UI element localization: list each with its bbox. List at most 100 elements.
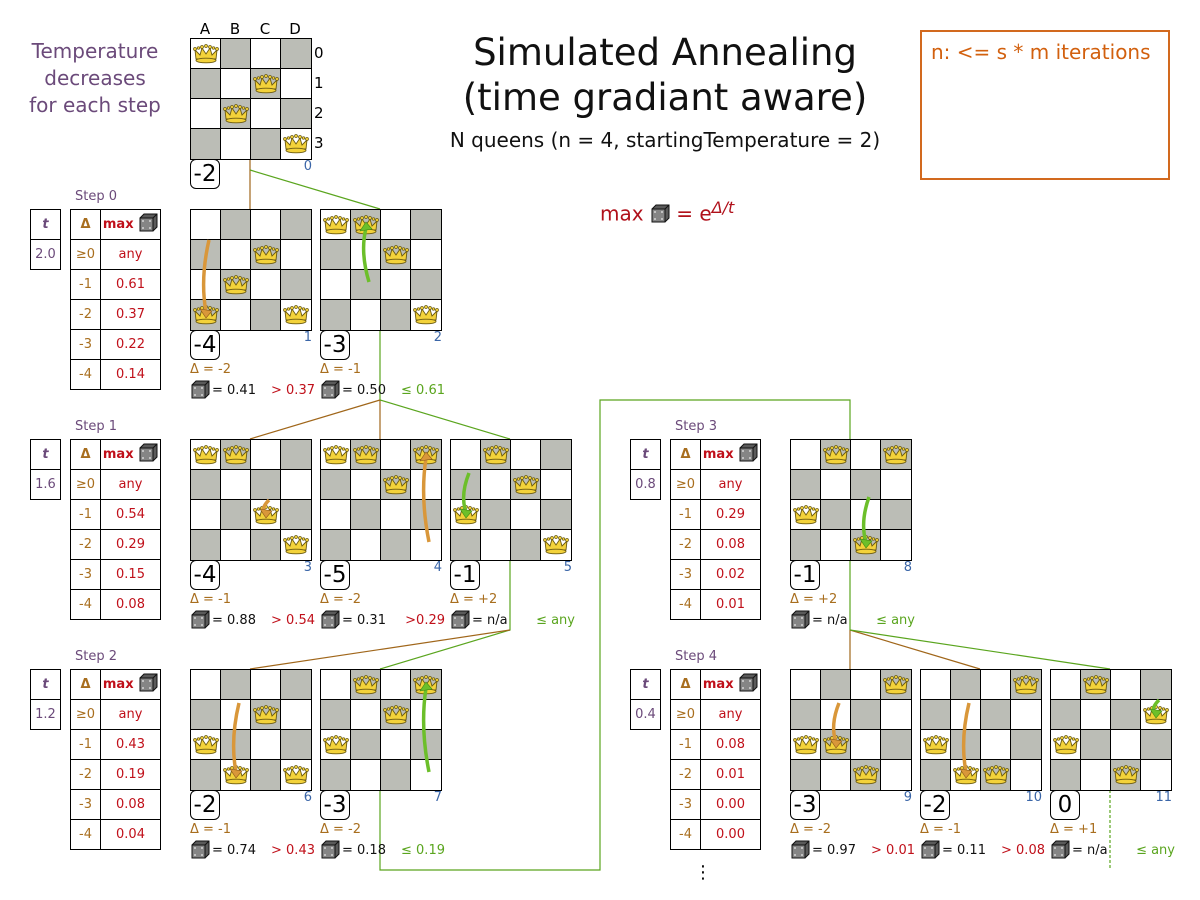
- delta-label: Δ = +1: [1050, 822, 1098, 837]
- board-square: [281, 530, 311, 560]
- chessboard: [190, 209, 312, 331]
- delta-value: -2: [70, 759, 101, 790]
- max-header: max: [702, 446, 734, 462]
- score-box: 0: [1050, 790, 1080, 820]
- delta-label: Δ = -2: [190, 362, 232, 377]
- board-square: [921, 670, 951, 700]
- dice-icon: [138, 213, 158, 237]
- queen-icon: [193, 44, 219, 68]
- temperature-table: t 1.2: [30, 669, 61, 730]
- board-square: [381, 670, 411, 700]
- delta-value: ≥0: [670, 469, 701, 500]
- dice-roll: = 0.11 > 0.08: [920, 839, 1045, 861]
- delta-value: ≥0: [670, 699, 701, 730]
- queen-icon: [413, 305, 439, 329]
- t-header: t: [30, 669, 61, 700]
- dice-icon: [650, 204, 670, 229]
- dice-value: = n/a: [1072, 843, 1108, 858]
- delta-label: Δ = -1: [320, 362, 362, 377]
- delta-value: -3: [70, 789, 101, 820]
- delta-value: -1: [70, 499, 101, 530]
- dice-icon: [738, 673, 758, 697]
- dice-roll: = 0.97 > 0.01: [790, 839, 915, 861]
- side-note-line: decreases: [44, 66, 146, 90]
- queen-icon: [853, 765, 879, 789]
- board-square: [1111, 760, 1141, 790]
- delta-value: ≥0: [70, 699, 101, 730]
- max-probability: any: [700, 699, 761, 730]
- comparison: ≤ 0.19: [401, 843, 445, 858]
- subtitle: N queens (n = 4, startingTemperature = 2…: [449, 128, 881, 152]
- max-probability: 0.02: [700, 559, 761, 590]
- delta-value: -3: [670, 789, 701, 820]
- side-note-line: for each step: [29, 93, 161, 117]
- continuation-dots: ⋮: [694, 862, 712, 883]
- step-label: Step 3: [675, 419, 718, 434]
- board-square: [191, 129, 221, 159]
- chessboard: [450, 439, 572, 561]
- chessboard: [190, 669, 312, 791]
- score-box: -2: [190, 159, 220, 189]
- queen-icon: [253, 245, 279, 269]
- board-square: [821, 440, 851, 470]
- board-square: [251, 99, 281, 129]
- score-box: -3: [320, 790, 350, 820]
- delta-label: Δ = +2: [450, 592, 498, 607]
- formula-exponent: Δ/t: [711, 198, 735, 217]
- dice-icon: [920, 840, 940, 864]
- board-square: [1141, 730, 1171, 760]
- board-square: [221, 270, 251, 300]
- dice-icon: [1050, 840, 1070, 864]
- move-arrow-icon: [259, 498, 273, 519]
- queen-icon: [793, 735, 819, 759]
- board-square: [1011, 670, 1041, 700]
- board-square: [411, 700, 441, 730]
- score-box: -2: [190, 790, 220, 820]
- board-square: [281, 300, 311, 330]
- board-square: [251, 300, 281, 330]
- board-square: [251, 129, 281, 159]
- note-box: n: <= s * m iterations: [920, 30, 1170, 180]
- delta-value: -1: [70, 729, 101, 760]
- dice-value: = 0.97: [812, 843, 856, 858]
- board-index: 2: [433, 330, 442, 345]
- board-square: [191, 39, 221, 69]
- board-square: [791, 470, 821, 500]
- temperature-table: t 0.8: [630, 439, 661, 500]
- dice-roll: = 0.88 > 0.54: [190, 609, 315, 631]
- formula: max = eΔ/t: [600, 198, 734, 229]
- board-square: [381, 470, 411, 500]
- max-header: max: [102, 676, 134, 692]
- board-square: [321, 670, 351, 700]
- comparison: > 0.08: [1001, 843, 1045, 858]
- board-square: [411, 240, 441, 270]
- comparison: > 0.43: [271, 843, 315, 858]
- queen-icon: [223, 445, 249, 469]
- board-square: [1141, 670, 1171, 700]
- queen-icon: [883, 445, 909, 469]
- connector-line: [379, 399, 511, 440]
- board-square: [381, 240, 411, 270]
- move-arrow-icon: [859, 496, 873, 549]
- t-header: t: [630, 439, 661, 470]
- move-arrow-icon: [419, 451, 433, 543]
- board-square: [791, 730, 821, 760]
- board-square: [981, 670, 1011, 700]
- board-square: [381, 440, 411, 470]
- delta-value: -3: [670, 559, 701, 590]
- board-square: [821, 670, 851, 700]
- board-square: [381, 210, 411, 240]
- delta-value: -4: [70, 589, 101, 620]
- board-square: [851, 470, 881, 500]
- delta-value: -2: [670, 529, 701, 560]
- comparison: ≤ 0.61: [401, 383, 445, 398]
- board-square: [1111, 670, 1141, 700]
- board-square: [251, 39, 281, 69]
- board-square: [381, 760, 411, 790]
- board-index: 7: [433, 790, 442, 805]
- score-box: -3: [790, 790, 820, 820]
- temperature-value: 1.6: [30, 469, 61, 500]
- board-square: [981, 730, 1011, 760]
